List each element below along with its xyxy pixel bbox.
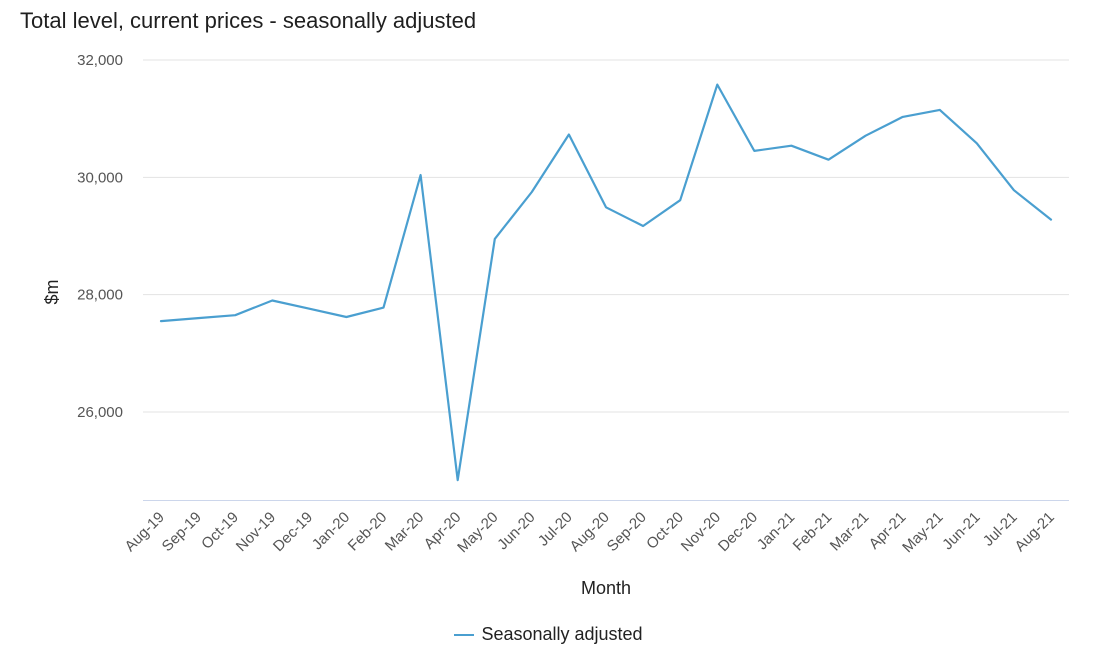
x-axis-title: Month xyxy=(581,578,631,598)
x-tick-label: Sep-20 xyxy=(604,509,650,555)
y-tick-label: 28,000 xyxy=(77,287,123,304)
y-tick-label: 30,000 xyxy=(77,169,123,186)
x-tick-label: Mar-21 xyxy=(827,509,873,555)
legend-label: Seasonally adjusted xyxy=(481,624,643,644)
x-tick-label: Feb-20 xyxy=(345,509,391,555)
x-tick-label: Nov-19 xyxy=(233,509,279,555)
x-tick-label: Aug-19 xyxy=(122,509,168,555)
x-axis-ticks: Aug-19Sep-19Oct-19Nov-19Dec-19Jan-20Feb-… xyxy=(122,509,1058,556)
legend: Seasonally adjusted xyxy=(0,624,1097,645)
x-tick-label: Jun-20 xyxy=(494,509,538,553)
x-tick-label: Nov-20 xyxy=(678,509,724,555)
x-tick-label: May-20 xyxy=(454,509,501,556)
y-tick-label: 26,000 xyxy=(77,404,123,421)
x-tick-label: Dec-19 xyxy=(270,509,316,555)
gridlines xyxy=(143,59,1069,413)
y-axis-ticks: 26,000 28,000 30,000 32,000 xyxy=(77,52,123,421)
x-tick-label: Jan-21 xyxy=(754,509,798,553)
chart-title: Total level, current prices - seasonally… xyxy=(20,8,477,33)
line-chart: 26,000 28,000 30,000 32,000 Aug-19Sep-19Oct… xyxy=(42,52,1069,598)
x-tick-label: Jun-21 xyxy=(939,509,983,553)
x-tick-label: Sep-19 xyxy=(159,509,205,555)
x-tick-label: Feb-21 xyxy=(790,509,836,555)
x-tick-label: Aug-20 xyxy=(567,509,613,555)
x-tick-label: Aug-21 xyxy=(1012,509,1058,555)
x-tick-label: May-21 xyxy=(899,509,946,556)
x-tick-label: Dec-20 xyxy=(715,509,761,555)
y-axis-title: $m xyxy=(42,279,62,304)
x-tick-label: Jan-20 xyxy=(309,509,353,553)
series-line-seasonally-adjusted[interactable] xyxy=(159,83,1053,482)
x-tick-label: Mar-20 xyxy=(382,509,428,555)
series-layer xyxy=(159,83,1053,482)
legend-swatch xyxy=(454,633,475,636)
y-tick-label: 32,000 xyxy=(77,52,123,69)
legend-item-seasonally-adjusted[interactable]: Seasonally adjusted xyxy=(454,624,643,645)
